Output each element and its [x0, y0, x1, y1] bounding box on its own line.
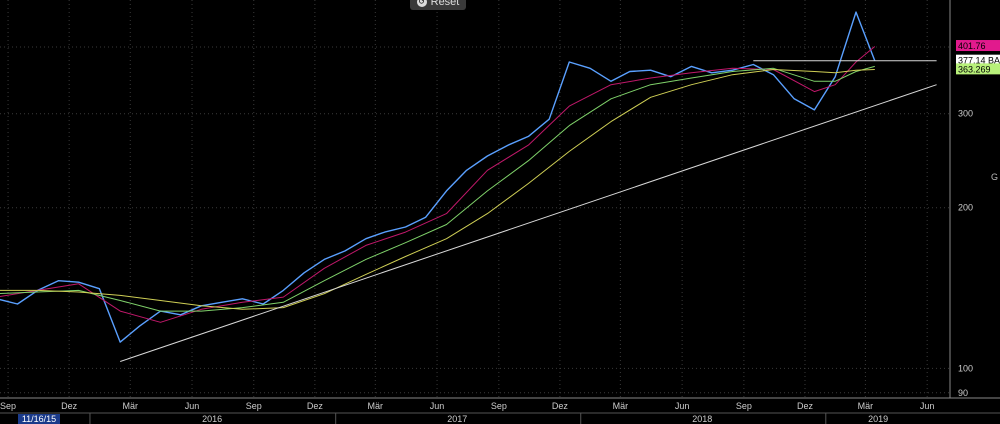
price-label: 363.269: [958, 64, 991, 74]
x-tick-label: Jun: [185, 401, 200, 411]
y-tick-label: 100: [958, 363, 973, 373]
x-tick-label: Mär: [858, 401, 874, 411]
x-tick-label: Jun: [920, 401, 935, 411]
cursor-date-box: [18, 414, 60, 424]
x-tick-label: Jun: [675, 401, 690, 411]
x-tick-label: Mär: [368, 401, 384, 411]
side-axis-label: G: [990, 172, 998, 182]
reset-icon: ↺: [416, 0, 427, 7]
reset-label: Reset: [430, 0, 460, 8]
x-tick-label: Dez: [61, 401, 78, 411]
price-label: 401.76: [958, 41, 986, 51]
x-year-label: 2017: [447, 414, 467, 424]
reset-button[interactable]: ↺ Reset: [410, 0, 466, 10]
trend-line: [120, 84, 937, 362]
x-tick-label: Sep: [0, 401, 16, 411]
price-label: 377.14 BA: [958, 56, 1000, 66]
moving-average-long: [0, 69, 875, 310]
y-tick-label: 300: [958, 109, 973, 119]
price-label-box: [956, 63, 1000, 75]
price-label-box: [956, 54, 1000, 66]
price-series: [0, 11, 876, 343]
moving-average-short: [0, 46, 876, 323]
x-tick-label: Mär: [613, 401, 629, 411]
x-tick-label: Mär: [122, 401, 138, 411]
x-year-label: 2016: [202, 414, 222, 424]
x-year-label: 2018: [692, 414, 712, 424]
x-tick-label: Sep: [491, 401, 507, 411]
y-tick-label: 200: [958, 203, 973, 213]
x-tick-label: Dez: [797, 401, 814, 411]
x-tick-label: Dez: [307, 401, 324, 411]
x-year-label: 2019: [868, 414, 888, 424]
x-tick-label: Sep: [736, 401, 752, 411]
price-label-box: [956, 40, 1000, 52]
cursor-date-label: 11/16/15: [22, 414, 56, 424]
x-tick-label: Dez: [552, 401, 569, 411]
x-tick-label: Sep: [246, 401, 262, 411]
x-tick-label: Jun: [430, 401, 445, 411]
moving-average-mid: [0, 65, 875, 312]
y-tick-label: 90: [958, 388, 968, 398]
